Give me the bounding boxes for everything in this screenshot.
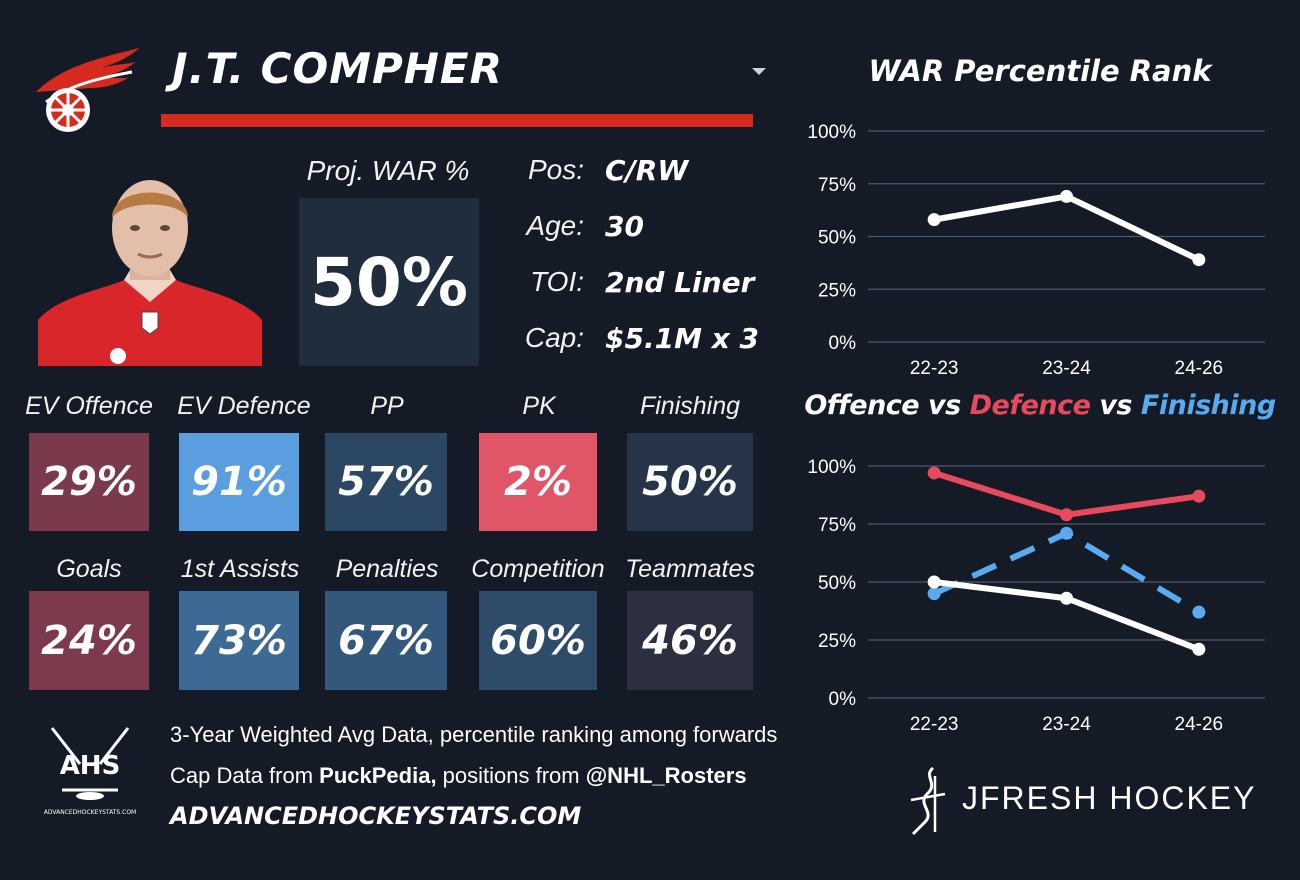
chart1-point [927, 213, 941, 227]
puckpedia-link[interactable]: PuckPedia, [319, 763, 437, 788]
proj-war-value: 50% [299, 198, 479, 366]
stat-tile-competition: 60% [479, 591, 597, 690]
chart2-title-finishing: Finishing [1140, 390, 1276, 421]
jfresh-logo-icon [905, 766, 951, 836]
stat-label-pp: PP [370, 392, 404, 420]
chart1-y-tick-label: 50% [818, 228, 856, 249]
chart2-y-tick-label: 100% [807, 457, 856, 478]
chart1-x-tick-label: 22-23 [910, 358, 959, 379]
proj-war-label: Proj. WAR % [306, 155, 470, 186]
war-percentile-chart: 100% 75% 50% 25% 0% 22-23 23-24 24-26 [807, 122, 1265, 379]
stat-tile-penalties: 67% [325, 591, 447, 690]
toi-label: TOI: [530, 266, 584, 297]
footer-line2-pre: Cap Data from [170, 763, 320, 788]
stat-tile-1st-assists: 73% [179, 591, 299, 690]
age-value: 30 [605, 210, 644, 243]
stat-tile-teammates: 46% [627, 591, 753, 690]
chart1-y-tick-label: 75% [818, 175, 856, 196]
ahs-logo-icon: AHS ADVANCEDHOCKEYSTATS.COM [40, 724, 140, 820]
chart2-point [1192, 642, 1206, 656]
chart1-series-line-0 [931, 193, 1202, 263]
chart2-point [1192, 605, 1206, 619]
stat-label-teammates: Teammates [625, 555, 755, 583]
stat-tile-finishing: 50% [627, 433, 753, 531]
stat-label-1st-assists: 1st Assists [180, 555, 300, 583]
chart1-point [1060, 189, 1073, 203]
chart2-y-tick-label: 50% [818, 573, 856, 594]
chart2-y-tick-label: 75% [818, 515, 856, 536]
chart1-y-tick-label: 25% [818, 280, 856, 301]
stat-label-finishing: Finishing [639, 392, 741, 420]
chart2-point [1060, 591, 1073, 605]
chart1-point [1192, 253, 1206, 267]
ahs-logo-subtext: ADVANCEDHOCKEYSTATS.COM [44, 809, 136, 816]
chart2-x-tick-label: 22-23 [910, 714, 959, 735]
cap-value: $5.1M x 3 [605, 322, 759, 355]
chart2-title-defence: Defence [969, 390, 1091, 421]
chart2-point [927, 575, 941, 589]
chart1-y-tick-label: 0% [829, 333, 857, 354]
team-logo-icon [28, 42, 148, 132]
info-row-toi: TOI: 2nd Liner [500, 266, 780, 306]
stat-tile-ev-offence: 29% [29, 433, 149, 531]
stat-label-goals: Goals [56, 555, 122, 583]
stat-tile-pp: 57% [325, 433, 447, 531]
chart2-title-vs2: vs [1090, 390, 1141, 421]
footer-line2-mid: positions from [436, 763, 586, 788]
nhl-rosters-link[interactable]: @NHL_Rosters [585, 763, 747, 788]
chart2-x-tick-label: 24-26 [1175, 714, 1224, 735]
chevron-down-icon[interactable] [750, 64, 768, 76]
pos-value: C/RW [605, 154, 689, 187]
site-url-link[interactable]: ADVANCEDHOCKEYSTATS.COM [170, 802, 582, 830]
offence-defence-finishing-chart: 100% 75% 50% 25% 0% 22-23 23-24 24-26 [807, 457, 1265, 735]
stat-tile-ev-defence: 91% [179, 433, 299, 531]
jfresh-brand: JFRESH HOCKEY [962, 780, 1257, 816]
ahs-logo-text: AHS [60, 751, 121, 781]
chart2-title: Offence vs Defence vs Finishing [800, 390, 1280, 421]
cap-label: Cap: [524, 322, 584, 353]
chart2-point [1060, 508, 1073, 522]
chart2-point [927, 466, 941, 480]
name-underline-bar [161, 114, 753, 127]
chart2-y-tick-label: 25% [818, 631, 856, 652]
chart1-x-tick-label: 23-24 [1042, 358, 1091, 379]
chart2-y-tick-label: 0% [829, 689, 857, 710]
chart1-x-tick-label: 24-26 [1175, 358, 1224, 379]
stat-label-ev-offence: EV Offence [25, 392, 153, 420]
stat-tile-pk: 2% [479, 433, 597, 531]
toi-value: 2nd Liner [605, 266, 755, 299]
chart2-title-vs1: vs [919, 390, 970, 421]
chart2-title-offence: Offence [804, 390, 920, 421]
info-row-pos: Pos: C/RW [500, 154, 780, 194]
stat-label-ev-defence: EV Defence [177, 392, 311, 420]
chart2-point [1060, 526, 1073, 540]
stat-label-pk: PK [522, 392, 556, 420]
chart1-y-tick-label: 100% [807, 122, 856, 143]
player-name: J.T. COMPHER [172, 44, 503, 93]
chart1-title: WAR Percentile Rank [868, 54, 1212, 88]
footer-line2: Cap Data from PuckPedia, positions from … [170, 763, 747, 789]
info-row-age: Age: 30 [500, 210, 780, 250]
age-label: Age: [526, 210, 584, 241]
chart2-point [927, 587, 941, 601]
stat-label-penalties: Penalties [335, 555, 439, 583]
player-headshot [38, 170, 262, 366]
pos-label: Pos: [527, 154, 584, 185]
chart2-x-tick-label: 23-24 [1042, 714, 1091, 735]
stat-label-competition: Competition [471, 555, 605, 583]
stat-tile-goals: 24% [29, 591, 149, 690]
chart2-point [1192, 489, 1206, 503]
info-row-cap: Cap: $5.1M x 3 [500, 322, 780, 362]
footer-line1: 3-Year Weighted Avg Data, percentile ran… [170, 722, 778, 747]
